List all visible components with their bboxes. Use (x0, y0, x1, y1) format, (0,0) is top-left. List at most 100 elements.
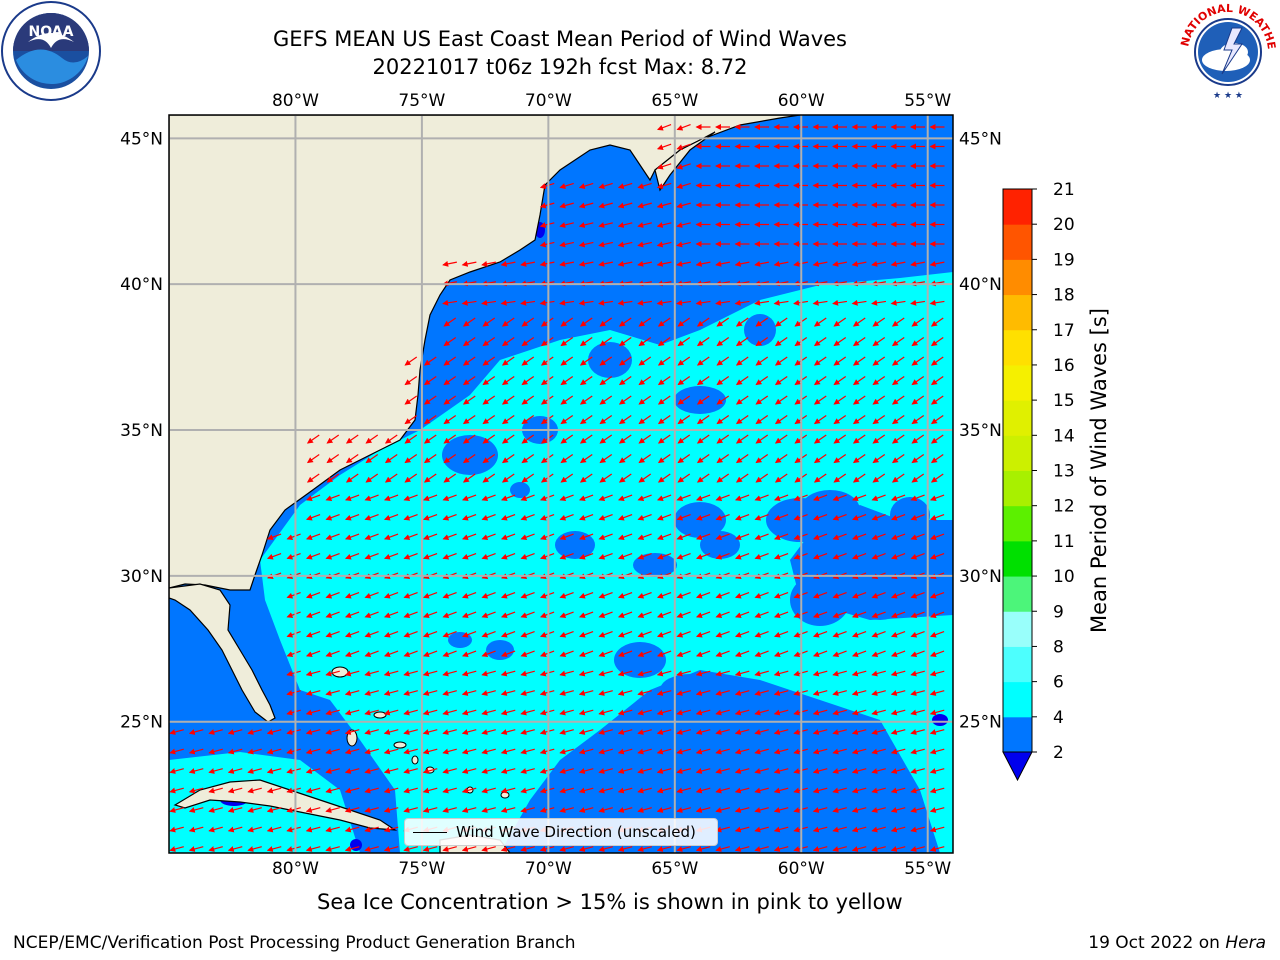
wind-wave-arrow (890, 553, 906, 560)
wind-wave-arrow (715, 494, 730, 502)
wind-wave-arrow (598, 709, 613, 716)
ocean-2-4s-patch (614, 642, 666, 678)
wind-wave-arrow (929, 553, 945, 560)
wind-wave-arrow (773, 690, 789, 696)
ocean-2-4s-patch (486, 640, 514, 660)
top-lon-label: 60°W (778, 91, 825, 111)
wind-wave-arrow (812, 729, 828, 735)
wind-wave-arrow (598, 514, 613, 521)
wind-wave-arrow (638, 395, 652, 405)
wind-wave-arrow (910, 299, 926, 306)
wind-wave-arrow (813, 375, 827, 386)
wind-wave-arrow (911, 414, 925, 425)
wind-wave-arrow (578, 299, 594, 306)
wind-wave-arrow (637, 553, 652, 560)
wind-wave-arrow (871, 592, 886, 599)
wind-wave-arrow (754, 807, 769, 813)
wind-wave-arrow (754, 846, 769, 852)
wind-wave-arrow (384, 434, 398, 444)
wind-wave-arrow (929, 768, 945, 774)
wind-wave-arrow (383, 729, 399, 735)
wind-wave-arrow (422, 729, 438, 735)
wind-wave-arrow (461, 592, 477, 599)
wind-wave-arrow (637, 592, 652, 599)
wind-wave-arrow (734, 709, 750, 716)
wind-wave-arrow (579, 453, 593, 464)
wind-wave-arrow (481, 709, 496, 716)
wind-wave-arrow (754, 709, 769, 716)
wind-wave-arrow (813, 453, 827, 464)
wind-wave-arrow (617, 670, 633, 677)
wind-wave-arrow (188, 807, 204, 813)
wind-wave-arrow (442, 631, 457, 638)
wind-wave-arrow (812, 690, 828, 696)
wind-wave-arrow (422, 553, 438, 560)
wind-wave-arrow (695, 846, 711, 852)
wind-wave-arrow (383, 494, 399, 502)
wind-wave-arrow (734, 299, 750, 306)
wind-wave-arrow (188, 846, 204, 852)
wind-wave-arrow (364, 846, 379, 852)
wind-wave-arrow (832, 553, 847, 560)
wind-wave-arrow (656, 182, 672, 189)
wind-wave-arrow (461, 631, 477, 638)
wind-wave-arrow (715, 592, 730, 599)
wind-wave-arrow (637, 494, 652, 502)
wind-wave-arrow (560, 473, 574, 483)
wind-wave-arrow (247, 768, 262, 774)
wind-wave-arrow (833, 473, 847, 483)
colorbar-tick-label: 17 (1053, 321, 1075, 341)
wind-wave-arrow (559, 807, 574, 813)
wind-wave-arrow (871, 299, 887, 306)
wind-wave-arrow (696, 414, 710, 425)
wind-wave-arrow (598, 299, 614, 306)
wind-wave-arrow (851, 494, 867, 502)
colorbar-tick-label: 21 (1053, 180, 1075, 200)
wind-wave-arrow (305, 787, 321, 794)
wind-wave-arrow (305, 729, 321, 735)
wind-wave-arrow (872, 336, 886, 347)
wind-wave-arrow (812, 709, 828, 716)
wind-wave-arrow (344, 514, 360, 521)
wind-wave-arrow (560, 356, 574, 366)
wind-wave-arrow (325, 553, 340, 560)
wind-wave-arrow (890, 592, 906, 599)
wind-wave-arrow (695, 787, 711, 794)
wind-wave-arrow (560, 453, 574, 464)
wind-wave-arrow (325, 494, 340, 502)
wind-wave-arrow (677, 434, 691, 444)
wind-wave-arrow (500, 670, 516, 677)
wind-wave-arrow (832, 514, 847, 521)
wind-wave-arrow (442, 260, 457, 267)
wind-wave-arrow (773, 611, 789, 619)
wind-wave-arrow (677, 356, 691, 366)
wind-wave-arrow (383, 631, 399, 638)
noaa-logo-text: NOAA (29, 24, 74, 40)
colorbar-tick-label: 19 (1053, 250, 1075, 270)
wind-wave-arrow (910, 709, 925, 716)
wind-wave-arrow (598, 241, 613, 248)
wind-wave-arrow (501, 453, 515, 464)
wind-wave-arrow (266, 787, 282, 794)
wind-wave-arrow (911, 473, 925, 483)
wind-wave-arrow (521, 356, 535, 366)
wind-wave-arrow (286, 553, 301, 560)
wind-wave-arrow (461, 690, 477, 696)
wind-wave-arrow (755, 336, 769, 347)
wind-wave-arrow (383, 592, 399, 599)
wind-wave-arrow (443, 414, 457, 425)
wind-wave-arrow (832, 631, 847, 638)
wind-wave-arrow (774, 356, 788, 366)
wind-wave-arrow (676, 533, 691, 541)
wind-wave-arrow (442, 650, 457, 658)
wind-wave-arrow (423, 414, 437, 425)
wind-wave-arrow (715, 768, 730, 774)
wind-wave-arrow (305, 670, 321, 677)
wind-wave-arrow (188, 748, 204, 755)
wind-wave-arrow (383, 611, 399, 619)
wind-wave-arrow (773, 768, 789, 774)
wind-wave-arrow (599, 336, 613, 347)
wind-wave-arrow (500, 611, 516, 619)
wind-wave-arrow (871, 729, 886, 735)
wind-wave-arrow (344, 631, 360, 638)
